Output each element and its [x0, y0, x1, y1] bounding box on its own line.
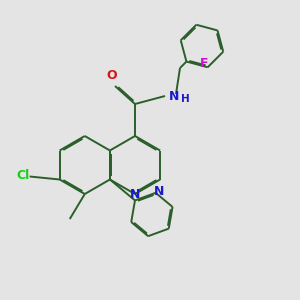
- Text: F: F: [200, 57, 208, 70]
- Text: Cl: Cl: [16, 169, 29, 182]
- Text: H: H: [181, 94, 189, 104]
- Text: N: N: [153, 185, 164, 198]
- Text: O: O: [107, 69, 117, 82]
- Text: N: N: [130, 188, 140, 201]
- Text: N: N: [169, 89, 179, 103]
